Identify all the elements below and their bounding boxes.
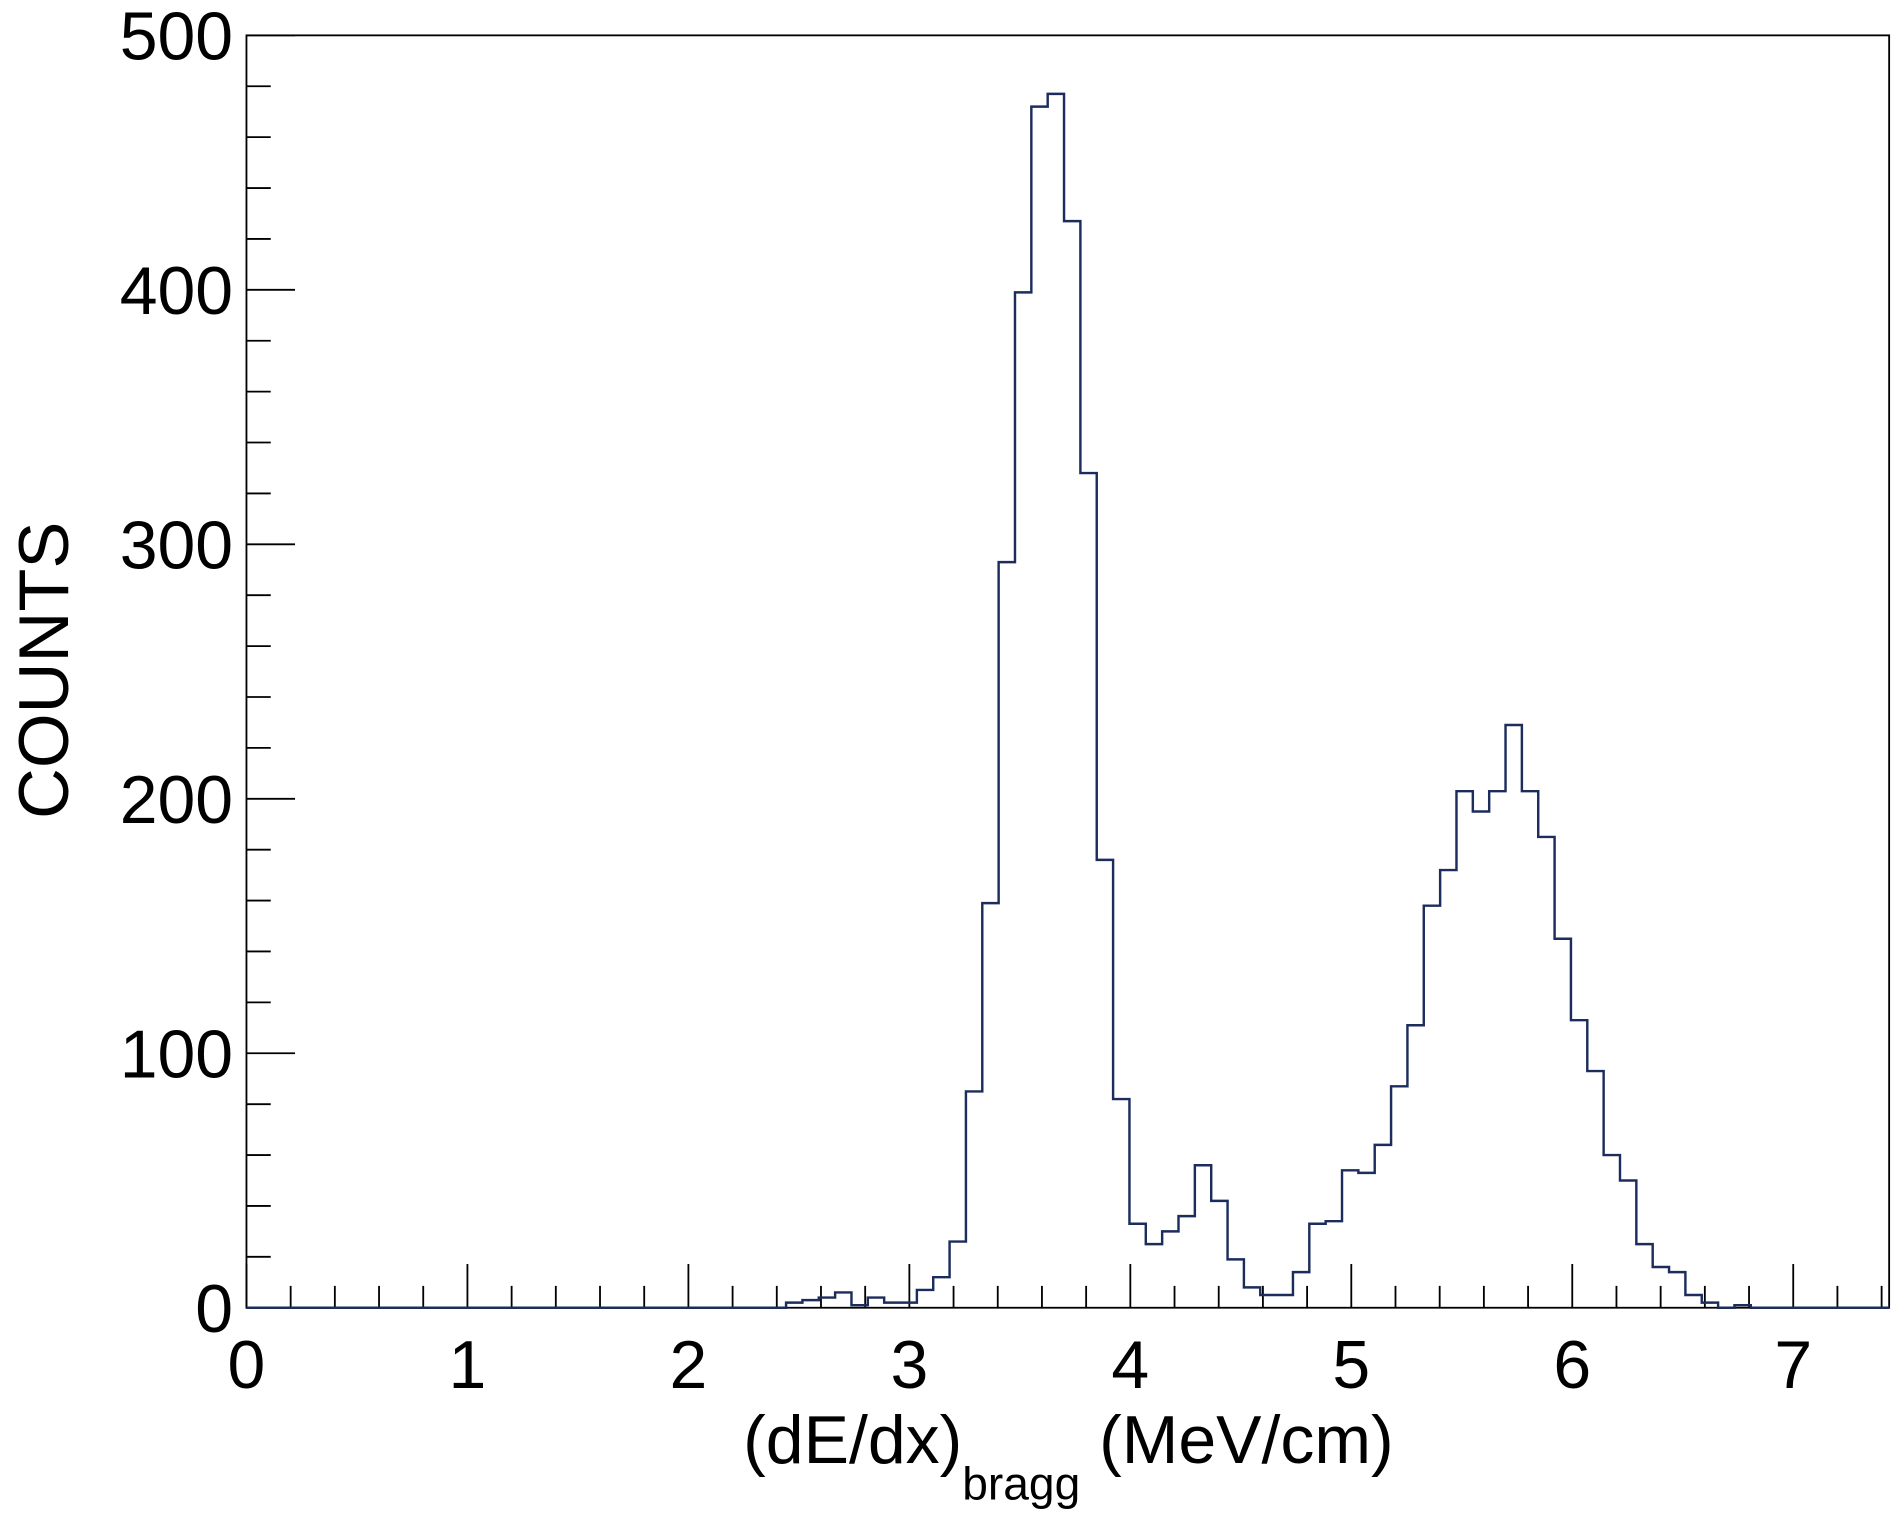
y-tick-label: 500 xyxy=(120,0,233,75)
x-tick-label: 3 xyxy=(890,1327,928,1403)
x-axis-label-main: (dE/dx) xyxy=(743,1402,962,1478)
y-tick-label: 200 xyxy=(120,762,233,838)
x-tick-label: 1 xyxy=(449,1327,487,1403)
x-tick-labels: 0 1 2 3 4 5 6 7 xyxy=(228,1327,1813,1403)
y-tick-label: 0 xyxy=(195,1271,233,1347)
axis-ticks xyxy=(245,34,1883,1309)
y-tick-labels: 0 100 200 300 400 500 xyxy=(120,0,233,1347)
x-axis-label: (dE/dx)bragg (MeV/cm) xyxy=(743,1402,1393,1509)
x-tick-label: 4 xyxy=(1111,1327,1149,1403)
x-tick-label: 6 xyxy=(1553,1327,1591,1403)
x-tick-label: 7 xyxy=(1774,1327,1812,1403)
x-axis-label-unit: (MeV/cm) xyxy=(1099,1402,1394,1478)
plot-frame xyxy=(245,34,1891,1309)
y-axis-label: COUNTS xyxy=(4,522,83,819)
y-tick-label: 100 xyxy=(120,1017,233,1093)
y-tick-label: 300 xyxy=(120,508,233,584)
x-tick-label: 0 xyxy=(228,1327,266,1403)
histogram-line xyxy=(246,92,1890,1309)
x-tick-label: 2 xyxy=(669,1327,707,1403)
x-axis-label-sub: bragg xyxy=(962,1458,1080,1510)
y-tick-label: 400 xyxy=(120,253,233,329)
x-tick-label: 5 xyxy=(1332,1327,1370,1403)
